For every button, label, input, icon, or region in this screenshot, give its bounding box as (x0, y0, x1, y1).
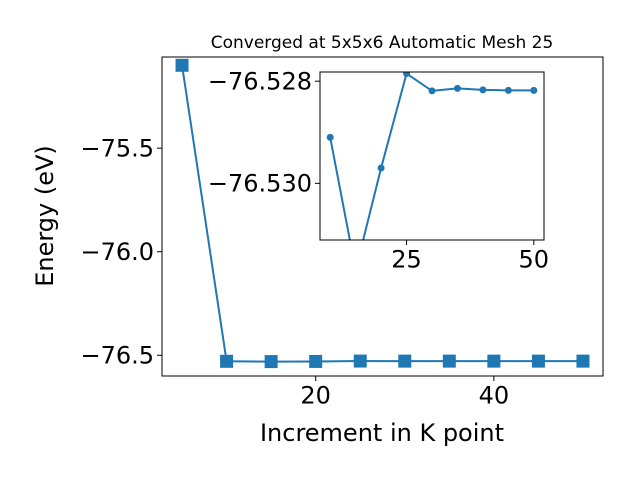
main-data-layer (175, 58, 590, 369)
inset-plot: 25 50 −76.530 −76.528 (208, 68, 549, 274)
inset-data-point (453, 84, 461, 92)
y-axis-label: Energy (eV) (31, 145, 59, 287)
inset-data-layer (326, 72, 538, 240)
main-data-point (220, 354, 234, 368)
main-data-point (576, 354, 590, 368)
main-data-point (175, 58, 189, 72)
inset-plot-frame (319, 71, 545, 241)
main-series-line (181, 65, 583, 363)
inset-y-tick-label: −76.528 (208, 68, 312, 96)
main-y-tick-label: −75.5 (80, 135, 154, 163)
inset-x-tick-label: 50 (519, 245, 550, 273)
main-data-point (487, 354, 501, 368)
inset-data-point (377, 164, 385, 172)
inset-y-tick-label: −76.530 (208, 170, 312, 198)
inset-data-point (479, 86, 487, 94)
main-y-tick-label: −76.0 (80, 238, 154, 266)
main-data-point (442, 354, 456, 368)
inset-plot-background (320, 72, 544, 240)
main-y-tick-label: −76.5 (80, 342, 154, 370)
inset-data-point (504, 86, 512, 94)
inset-data-point (403, 72, 411, 78)
main-plot-frame (161, 56, 604, 377)
main-data-point (531, 354, 545, 368)
inset-x-tick-label: 25 (391, 245, 422, 273)
main-x-tick-label: 40 (479, 381, 510, 409)
inset-data-point (326, 133, 334, 141)
inset-data-point (428, 87, 436, 95)
main-data-point (398, 354, 412, 368)
inset-data-point (530, 86, 538, 94)
main-data-point (309, 354, 323, 368)
main-data-point (264, 355, 278, 369)
main-x-tick-label: 20 (300, 381, 331, 409)
x-axis-label: Increment in K point (260, 419, 504, 447)
main-data-point (353, 354, 367, 368)
chart-title: Converged at 5x5x6 Automatic Mesh 25 (211, 33, 554, 53)
